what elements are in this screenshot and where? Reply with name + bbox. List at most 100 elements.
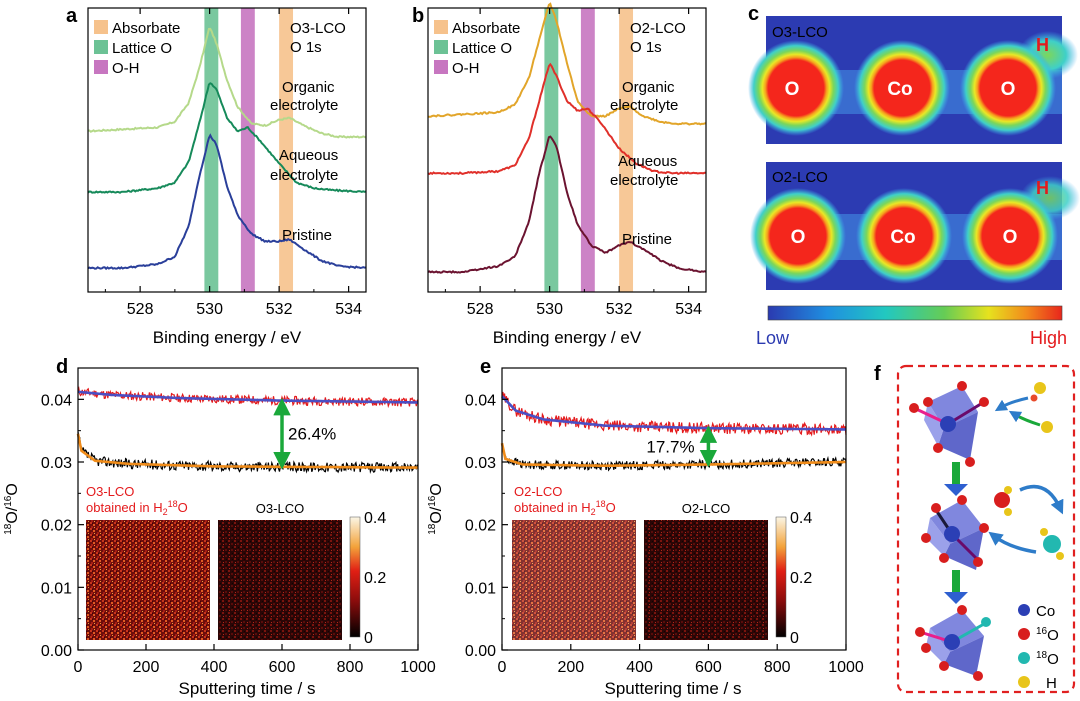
panel-a: a 528 530 532 534 Binding energy / eV Absor… [66, 5, 367, 347]
xlabel-e: Sputtering time / s [604, 679, 741, 698]
legend-label-absorbate: Absorbate [112, 20, 180, 37]
ytick-label-3: 0.03 [41, 455, 72, 472]
inset-map-h218o-d [86, 520, 210, 640]
sims-series-fit-h2-18o- [77, 390, 419, 404]
inset-colorbar-tick-0: 0 [364, 630, 373, 647]
xtick-label-532: 532 [606, 301, 633, 318]
panel-c: c O3-LCO H O Co O O2-LCO H O Co O [748, 3, 1080, 348]
curve-label-b-organic: Organic [622, 79, 675, 96]
plot-frame-d [77, 367, 419, 651]
sims-series-o3-lco [77, 431, 419, 474]
legend-b: Absorbate Lattice O O-H [434, 20, 520, 77]
legend-swatch-lattice [94, 40, 108, 54]
xps-series-organic-electrolyte [427, 2, 707, 126]
legend-swatch-absorbate [94, 20, 108, 34]
legend-f: Co 16O 18O H [1018, 603, 1059, 692]
panel-letter-f: f [874, 363, 881, 385]
difference-label-d: 26.4% [288, 425, 336, 444]
panel-f: f [874, 363, 1076, 694]
ytick-label-0: 0.00 [41, 643, 72, 660]
xtick-label-528: 528 [127, 301, 154, 318]
atom-o-right-o2 [962, 188, 1058, 284]
colorbar-high-label: High [1030, 328, 1067, 348]
ytick-label-2: 0.02 [465, 518, 496, 535]
legend-label-o18: 18O [1036, 650, 1059, 668]
inset-map-h216o-e [644, 520, 768, 640]
xtick-label-400: 400 [201, 659, 228, 676]
ylabel-d: 18O/16O [3, 483, 21, 535]
band-lattice-o [544, 8, 559, 292]
red-label-d-line1: O3-LCO [86, 484, 134, 499]
ytick-label-4: 0.04 [41, 392, 72, 409]
ytick-label-4: 0.04 [465, 392, 496, 409]
panel-d: d 0 200 400 600 800 1000 0.00 0.01 0.02 0.03 0.04 0… [3, 356, 436, 698]
band-o-h [240, 8, 255, 292]
inset-maps-e [512, 516, 787, 640]
atom-o-right-o3 [960, 40, 1056, 136]
sims-series-fit-o3-lco- [76, 433, 418, 469]
xtick-label-1000: 1000 [400, 659, 436, 676]
octahedron-2 [921, 495, 989, 570]
density-map-o2: O2-LCO H O Co O [750, 162, 1080, 290]
xtick-label-0: 0 [498, 659, 507, 676]
title-b-line1: O2-LCO [630, 20, 686, 37]
inset-colorbar-d [349, 516, 361, 638]
legend-swatch-oh [434, 60, 448, 74]
xtick-label-532: 532 [266, 301, 293, 318]
water-exchange [988, 484, 1064, 560]
plot-frame-b [427, 7, 707, 293]
inset-colorbar-tick-1: 0.2 [790, 570, 812, 587]
legend-label-oh: O-H [112, 60, 140, 77]
legend-label-h: H [1046, 675, 1057, 692]
inset-map-h216o-d [218, 520, 342, 640]
inset-map-h218o-e [512, 520, 636, 640]
title-a-line1: O3-LCO [290, 20, 346, 37]
xtick-label-600: 600 [269, 659, 296, 676]
xlabel-a: Binding energy / eV [153, 328, 302, 347]
atom-o-left-o2 [750, 188, 846, 284]
atom-label-co-o2: Co [890, 227, 915, 248]
xps-series-pristine [87, 133, 367, 271]
panel-e: e 0 200 400 600 800 1000 0.00 0.01 0.02 0.03 0.04 0… [427, 356, 864, 698]
difference-label-e: 17.7% [646, 437, 694, 456]
xtick-label-534: 534 [675, 301, 702, 318]
octahedron-3 [915, 605, 991, 681]
inset-title-e: O2-LCO [682, 501, 730, 516]
xtick-label-534: 534 [335, 301, 362, 318]
legend-label-absorbate: Absorbate [452, 20, 520, 37]
curve-label-a-pristine: Pristine [282, 227, 332, 244]
sims-series-fit-h2-18o- [501, 395, 846, 431]
xps-series-aqueous-electrolyte [427, 62, 707, 176]
xlabel-b: Binding energy / eV [493, 328, 642, 347]
inset-colorbar-tick-1: 0.2 [364, 570, 386, 587]
atom-co [940, 416, 956, 432]
panel-letter-b: b [412, 5, 424, 27]
xps-series-organic-electrolyte [87, 27, 367, 139]
curve-label-a-aqueous: Aqueous [279, 147, 338, 164]
red-label-e-line2: obtained in H218O [514, 499, 616, 517]
red-label-d-line2: obtained in H218O [86, 499, 188, 517]
legend-dot-o16 [1018, 628, 1030, 640]
xtick-label-200: 200 [133, 659, 160, 676]
panel-letter-a: a [66, 5, 78, 27]
curve-label-b-electrolyte1: electrolyte [610, 97, 678, 114]
curve-label-b-pristine: Pristine [622, 231, 672, 248]
legend-dot-h [1018, 676, 1030, 688]
legend-label-co: Co [1036, 603, 1055, 620]
xlabel-d: Sputtering time / s [178, 679, 315, 698]
legend-label-o16: 16O [1036, 626, 1059, 644]
legend-swatch-absorbate [434, 20, 448, 34]
inset-colorbar-tick-2: 0.4 [364, 510, 386, 527]
h2-molecule-1 [994, 382, 1053, 433]
atom-co-o2 [856, 188, 952, 284]
sims-series-fit-o2-lco- [500, 442, 846, 468]
atom-o-left-o3 [748, 40, 844, 136]
ytick-label-2: 0.02 [41, 518, 72, 535]
xtick-label-530: 530 [536, 301, 563, 318]
xps-series-aqueous-electrolyte [87, 82, 367, 194]
atom-label-o-left-o3: O [785, 79, 800, 100]
band-absorbate [279, 8, 294, 292]
xtick-label-800: 800 [337, 659, 364, 676]
legend-label-lattice: Lattice O [112, 40, 172, 57]
